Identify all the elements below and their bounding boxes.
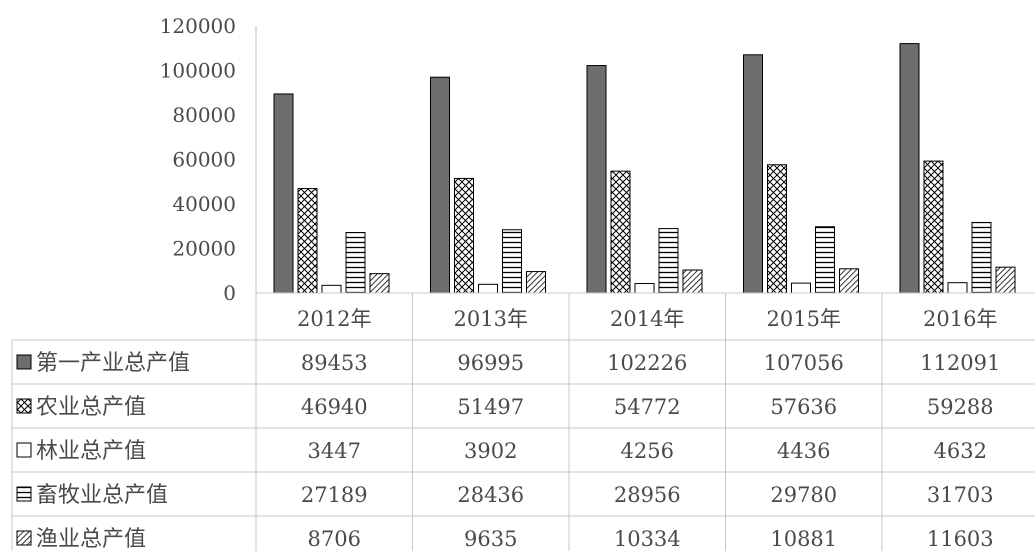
bar-1-2 [610, 170, 631, 294]
legend-key-1 [16, 398, 32, 414]
bar-2-1 [478, 283, 498, 294]
data-cell: 8706 [308, 527, 361, 551]
data-cell: 112091 [920, 351, 1000, 375]
bar-2-2 [634, 283, 655, 294]
bar-0-2 [586, 65, 607, 294]
y-tick-label: 40000 [172, 192, 236, 216]
bar-2-4 [947, 282, 968, 294]
bar-3-2 [658, 228, 679, 294]
bar-4-0 [369, 273, 390, 294]
data-cell: 31703 [927, 483, 994, 507]
data-cell: 27189 [301, 483, 368, 507]
y-tick-label: 80000 [172, 103, 236, 127]
data-cell: 3902 [464, 439, 517, 463]
data-cell: 54772 [614, 395, 681, 419]
bar-0-1 [430, 76, 450, 294]
data-cell: 9635 [464, 527, 517, 551]
data-cell: 46940 [301, 395, 368, 419]
bar-2-0 [321, 284, 342, 294]
y-tick-label: 120000 [160, 14, 236, 38]
bar-0-0 [273, 93, 294, 294]
x-category-label: 2012年 [297, 307, 371, 331]
x-category-label: 2015年 [767, 307, 841, 331]
y-tick-label: 100000 [160, 59, 236, 83]
data-cell: 107056 [764, 351, 844, 375]
bar-1-1 [454, 177, 474, 294]
data-cell: 3447 [308, 439, 361, 463]
data-cell: 51497 [457, 395, 524, 419]
data-cell: 4436 [777, 439, 830, 463]
bar-1-4 [923, 160, 944, 294]
legend-label: 畜牧业总产值 [36, 483, 168, 508]
x-category-label: 2013年 [454, 307, 528, 331]
bar-1-0 [297, 188, 318, 294]
x-category-label: 2016年 [923, 307, 997, 331]
legend-key-2 [16, 442, 32, 458]
bar-4-1 [526, 271, 546, 294]
y-tick-label: 20000 [172, 237, 236, 261]
bar-3-3 [815, 226, 835, 294]
bar-0-3 [743, 54, 763, 294]
x-category-label: 2014年 [610, 307, 684, 331]
bar-1-3 [767, 164, 787, 294]
data-cell: 10881 [770, 527, 837, 551]
bar-3-4 [971, 221, 992, 294]
data-cell: 29780 [770, 483, 837, 507]
legend-label: 林业总产值 [36, 439, 146, 464]
data-cell: 59288 [927, 395, 994, 419]
legend-key-0 [16, 354, 32, 370]
data-cell: 11603 [927, 527, 994, 551]
data-cell: 10334 [614, 527, 681, 551]
data-cell: 4632 [934, 439, 987, 463]
bar-0-4 [899, 43, 920, 294]
legend-label: 第一产业总产值 [36, 351, 190, 376]
bar-4-2 [682, 269, 703, 294]
data-cell: 57636 [770, 395, 837, 419]
legend-key-4 [16, 530, 32, 546]
bar-3-0 [345, 232, 366, 294]
data-cell: 89453 [301, 351, 368, 375]
y-tick-label: 0 [223, 281, 236, 305]
data-cell: 102226 [607, 351, 687, 375]
legend-label: 农业总产值 [36, 395, 146, 420]
legend-label: 渔业总产值 [36, 527, 146, 551]
data-cell: 28956 [614, 483, 681, 507]
data-cell: 4256 [621, 439, 674, 463]
legend-key-3 [16, 486, 32, 502]
data-cell: 96995 [457, 351, 524, 375]
bar-4-4 [995, 266, 1016, 294]
data-cell: 28436 [457, 483, 524, 507]
bar-2-3 [791, 282, 811, 294]
bar-3-1 [502, 229, 522, 294]
y-tick-label: 60000 [172, 148, 236, 172]
bar-4-3 [839, 268, 859, 294]
